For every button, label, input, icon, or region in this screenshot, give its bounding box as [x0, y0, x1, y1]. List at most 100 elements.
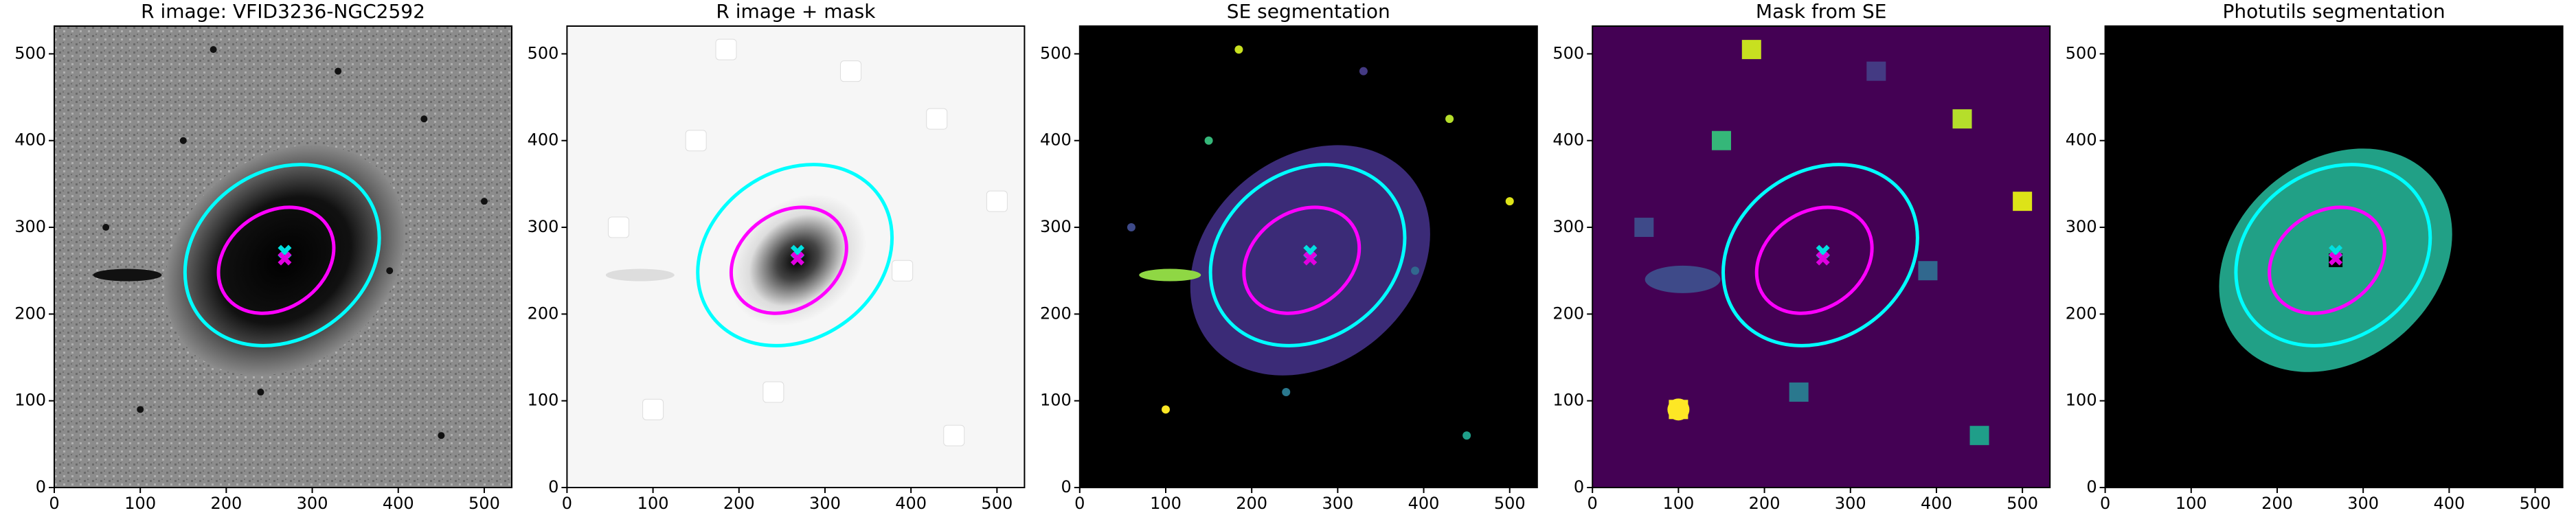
mask-star: [1667, 398, 1690, 421]
inner-ellipse: [1242, 205, 1362, 315]
center-marker: ✖: [276, 248, 293, 272]
mask-patch: [986, 190, 1008, 212]
star: [335, 67, 342, 75]
panel-title: SE segmentation: [1227, 0, 1390, 23]
panel-title: Photutils segmentation: [2223, 0, 2445, 23]
panel-title: R image: VFID3236-NGC2592: [141, 0, 425, 23]
mask-patch: [762, 381, 784, 403]
x-tick-label: 100: [637, 494, 669, 513]
x-tick-label: 300: [1322, 494, 1353, 513]
x-tick-label: 100: [1662, 494, 1694, 513]
x-tick-label: 200: [210, 494, 242, 513]
segment-main: [1190, 145, 1430, 376]
x-tick-label: 400: [383, 494, 414, 513]
center-marker: ✖: [789, 248, 806, 272]
center-marker: ✖: [2327, 240, 2345, 264]
star: [420, 115, 428, 123]
x-tick-label: 0: [562, 494, 572, 513]
x-tick-label: 400: [1408, 494, 1440, 513]
segment: [1127, 223, 1136, 232]
outer-ellipse: [183, 163, 381, 347]
segment-core: [2329, 253, 2343, 268]
star: [210, 46, 217, 54]
y-tick-label: 0: [36, 477, 46, 496]
y-tick-label: 100: [2066, 391, 2097, 410]
mask-patch: [2013, 192, 2033, 211]
x-tick-label: 100: [1150, 494, 1182, 513]
x-tick-label: 500: [2007, 494, 2038, 513]
outer-ellipse: [1208, 163, 1407, 347]
y-tick-label: 200: [528, 304, 559, 323]
star: [480, 198, 488, 205]
y-tick-label: 200: [14, 304, 46, 323]
mask-patch: [840, 60, 862, 82]
outer-ellipse: [2234, 163, 2432, 347]
axes-frame: [1078, 25, 1538, 488]
mask-patch: [1789, 382, 1809, 402]
panel-image: ✖✖: [54, 26, 512, 488]
y-tick-label: 200: [2066, 304, 2097, 323]
y-tick-label: 300: [14, 217, 46, 236]
y-tick-label: 200: [1040, 304, 1072, 323]
y-tick-label: 200: [1552, 304, 1584, 323]
center-marker: ✖: [1302, 240, 1319, 264]
panel-image: ✖✖: [567, 26, 1025, 488]
center-marker: ✖: [789, 240, 806, 264]
x-tick-label: 200: [723, 494, 755, 513]
outer-ellipse: [696, 163, 894, 347]
mask-patch: [608, 216, 630, 238]
star: [438, 432, 445, 439]
x-tick-label: 100: [2176, 494, 2207, 513]
panel-title: Mask from SE: [1756, 0, 1887, 23]
x-tick-label: 0: [1588, 494, 1598, 513]
panel-image: ✖✖: [1079, 26, 1537, 488]
y-tick-label: 100: [528, 391, 559, 410]
panel-image: ✖✖: [2105, 26, 2563, 488]
segment: [1445, 115, 1454, 124]
x-tick-label: 500: [468, 494, 500, 513]
x-tick-label: 300: [297, 494, 328, 513]
y-tick-label: 500: [1040, 43, 1072, 62]
x-tick-label: 0: [1074, 494, 1085, 513]
mask-patch: [1952, 109, 1972, 129]
axes-frame: [566, 25, 1026, 488]
galaxy: [728, 194, 867, 327]
y-tick-label: 300: [1040, 217, 1072, 236]
star: [386, 267, 394, 275]
y-tick-label: 300: [528, 217, 559, 236]
mask-patch: [1969, 426, 1989, 446]
y-tick-label: 300: [1552, 217, 1584, 236]
y-tick-label: 400: [1040, 130, 1072, 150]
panel-title: R image + mask: [716, 0, 876, 23]
star: [137, 406, 144, 413]
panel-image: ✖✖: [1592, 26, 2050, 488]
segment: [1234, 45, 1243, 54]
x-tick-label: 500: [981, 494, 1013, 513]
y-tick-label: 400: [2066, 130, 2097, 150]
inner-ellipse: [1754, 205, 1874, 315]
mask-patch: [1711, 130, 1731, 150]
x-tick-label: 200: [1236, 494, 1267, 513]
segment: [1161, 405, 1170, 414]
y-tick-label: 100: [1040, 391, 1072, 410]
mask-patch: [1634, 218, 1654, 238]
center-marker: ✖: [276, 240, 293, 264]
galaxy: [164, 145, 405, 376]
neighbor-galaxy: [93, 268, 162, 282]
axes-frame: [1592, 25, 2051, 488]
center-marker: ✖: [2327, 248, 2345, 272]
x-tick-label: 500: [1494, 494, 1526, 513]
star: [102, 224, 110, 231]
segment: [1462, 431, 1471, 440]
segment-neighbor: [1139, 268, 1201, 282]
star: [257, 389, 264, 396]
segment: [1411, 266, 1420, 275]
segment: [1505, 197, 1514, 206]
x-tick-label: 300: [809, 494, 841, 513]
y-tick-label: 100: [1552, 391, 1584, 410]
x-tick-label: 300: [2347, 494, 2379, 513]
outer-ellipse: [1721, 163, 1919, 347]
y-tick-label: 500: [14, 43, 46, 62]
inner-ellipse: [2268, 205, 2387, 315]
axes-frame: [54, 25, 512, 488]
